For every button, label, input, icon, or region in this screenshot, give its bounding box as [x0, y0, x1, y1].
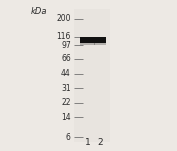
Text: 66: 66 [61, 54, 71, 63]
Text: 2: 2 [97, 138, 103, 147]
Bar [94, 37, 106, 43]
Bar [80, 37, 95, 43]
Text: 44: 44 [61, 69, 71, 79]
Text: 1: 1 [85, 138, 90, 147]
Text: kDa: kDa [31, 7, 47, 16]
Text: 22: 22 [61, 98, 71, 107]
Text: 14: 14 [61, 112, 71, 122]
Text: 6: 6 [66, 133, 71, 142]
Text: 31: 31 [61, 84, 71, 93]
Bar [80, 43, 95, 45]
Bar [74, 9, 110, 142]
Bar [94, 43, 106, 45]
Text: 97: 97 [61, 41, 71, 50]
Text: 200: 200 [56, 14, 71, 23]
Text: 116: 116 [56, 32, 71, 42]
